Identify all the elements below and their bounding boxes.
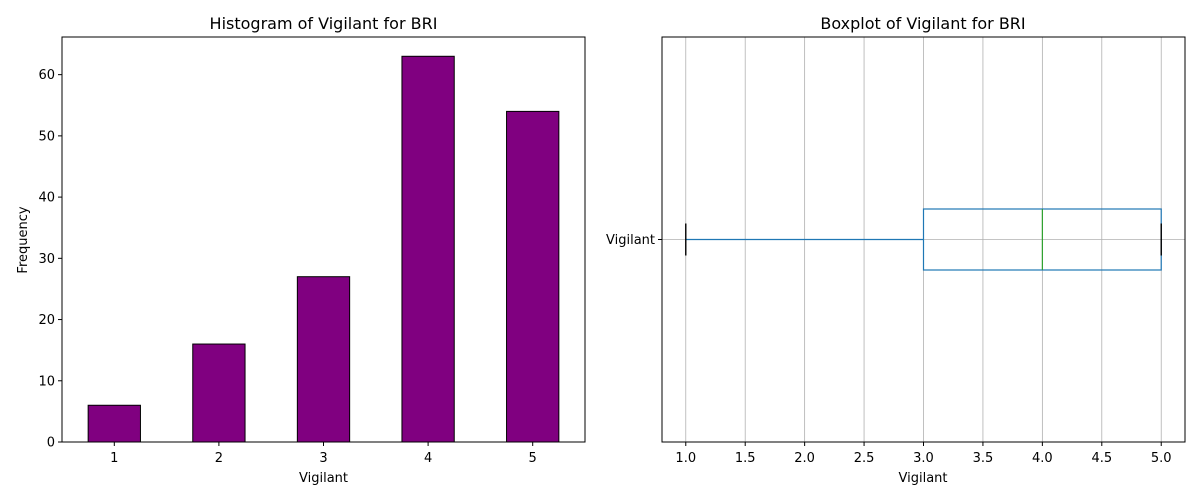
- histogram-bar: [296, 276, 351, 443]
- boxplot-y-tick-label: Vigilant: [606, 233, 655, 248]
- histogram-bar: [506, 110, 560, 443]
- boxplot-x-tick-label: 2.0: [794, 451, 815, 466]
- boxplot-x-tick-label: 1.5: [735, 451, 756, 466]
- histogram-frame: [61, 36, 586, 443]
- boxplot-x-tick-label: 2.5: [854, 451, 875, 466]
- boxplot-marks: 1.0 1.5 2.0 2.5 3.0 3.5 4.0 4.5 5.0 Vigilant: [606, 37, 1185, 466]
- histogram-bar: [192, 343, 246, 443]
- histogram-x-tick-label: 4: [424, 451, 432, 466]
- histogram-x-tick-label: 2: [215, 451, 223, 466]
- boxplot-panel: Boxplot of Vigilant for BRI Vigilant 1.0…: [606, 14, 1186, 486]
- boxplot-title: Boxplot of Vigilant for BRI: [820, 14, 1025, 33]
- boxplot-x-tick-label: 3.0: [913, 451, 934, 466]
- boxplot-x-tick-label: 4.5: [1091, 451, 1112, 466]
- histogram-title: Histogram of Vigilant for BRI: [210, 14, 438, 33]
- boxplot-frame: [661, 36, 1186, 443]
- boxplot-x-tick-label: 3.5: [973, 451, 994, 466]
- histogram-marks: 0 10 20 30 40 50 60 1 2 3 4 5: [38, 55, 560, 466]
- histogram-bar: [87, 404, 141, 443]
- boxplot-x-label: Vigilant: [899, 471, 948, 486]
- boxplot-x-tick-label: 5.0: [1151, 451, 1172, 466]
- histogram-x-label: Vigilant: [299, 471, 348, 486]
- histogram-y-tick-label: 30: [38, 252, 55, 267]
- histogram-y-tick-label: 50: [38, 129, 55, 144]
- boxplot-x-tick-label: 1.0: [675, 451, 696, 466]
- boxplot-x-tick-label: 4.0: [1032, 451, 1053, 466]
- histogram-panel: Histogram of Vigilant for BRI Vigilant F…: [16, 14, 586, 486]
- histogram-y-tick-label: 60: [38, 68, 55, 83]
- histogram-y-tick-label: 40: [38, 191, 55, 206]
- histogram-y-label: Frequency: [16, 206, 31, 273]
- histogram-x-tick-label: 3: [319, 451, 327, 466]
- histogram-y-tick-label: 0: [47, 436, 55, 451]
- histogram-y-tick-label: 20: [38, 313, 55, 328]
- histogram-x-tick-label: 5: [529, 451, 537, 466]
- histogram-bar: [401, 55, 455, 443]
- histogram-x-tick-label: 1: [110, 451, 118, 466]
- histogram-y-tick-label: 10: [38, 374, 55, 389]
